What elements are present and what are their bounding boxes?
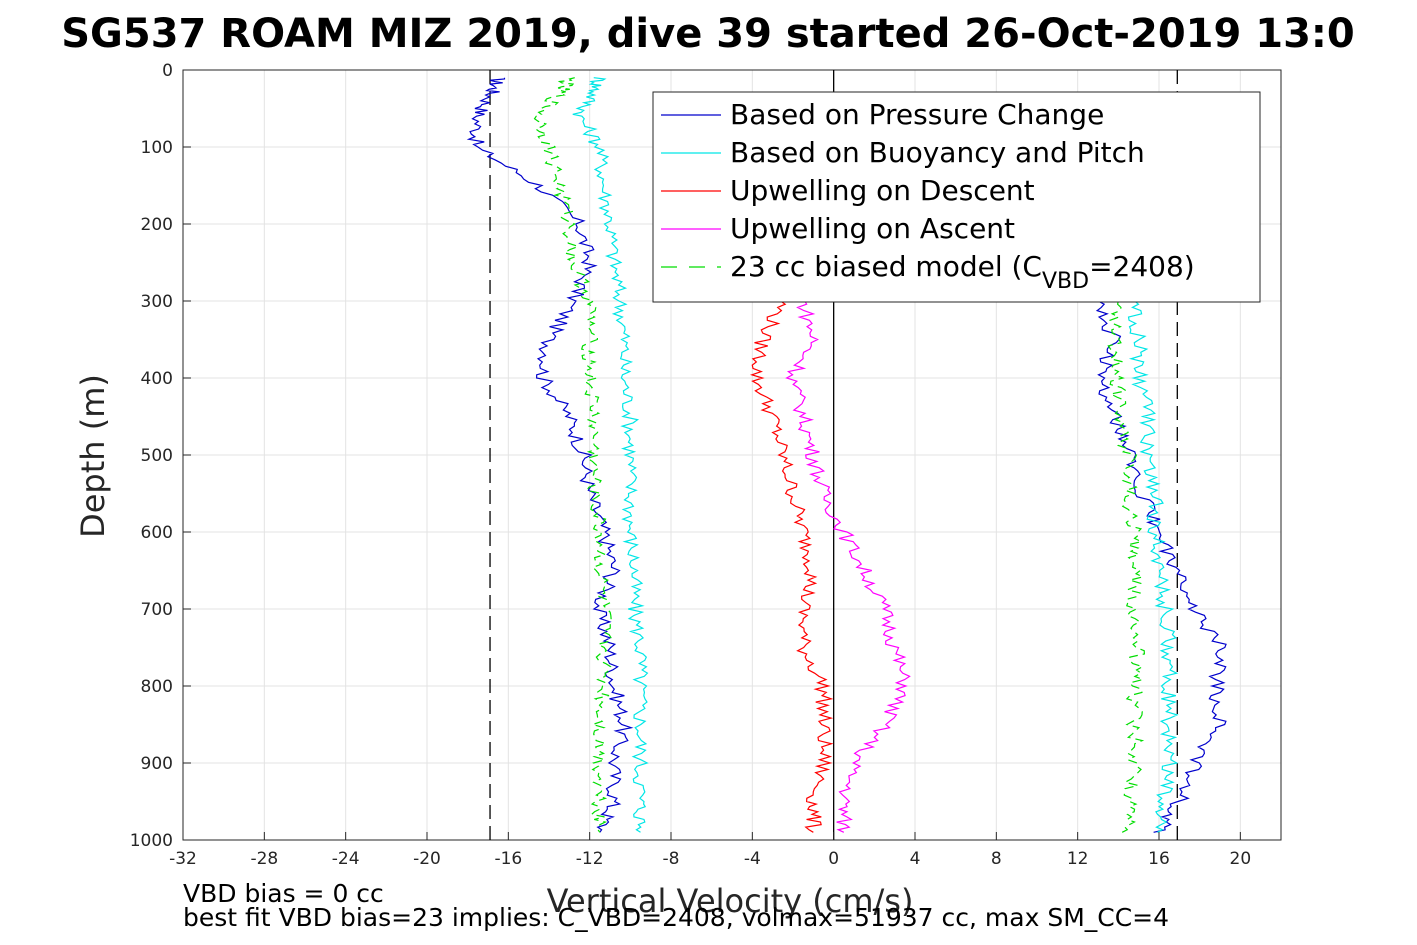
y-tick-label: 900	[141, 754, 173, 774]
y-axis-label: Depth (m)	[74, 374, 112, 538]
series-line	[466, 77, 634, 833]
x-tick-label: -20	[413, 849, 441, 869]
x-tick-label: 20	[1230, 849, 1252, 869]
x-tick-label: -32	[169, 849, 197, 869]
y-tick-labels: 0 100 200 300 400 500 600 700 800 900 1000	[130, 61, 191, 851]
x-tick-label: -28	[250, 849, 278, 869]
series-line	[785, 300, 911, 833]
series-line	[533, 77, 612, 833]
legend-entry: Based on Pressure Change	[730, 98, 1104, 131]
x-axis-label: Vertical Velocity (cm/s)	[547, 882, 914, 920]
x-tick-label: 8	[991, 849, 1002, 869]
series-line	[749, 300, 834, 833]
legend-entry: 23 cc biased model (CVBD=2408)	[730, 250, 1195, 294]
y-tick-label: 600	[141, 523, 173, 543]
y-tick-label: 400	[141, 369, 173, 389]
series-line	[1127, 300, 1179, 833]
x-tick-labels: -32 -28 -24 -20 -16 -12 -8 -4 0 4 8 12 16 20	[169, 832, 1251, 869]
y-tick-label: 0	[162, 61, 173, 81]
chart-title: SG537 ROAM MIZ 2019, dive 39 started 26-…	[61, 11, 1355, 57]
x-tick-label: -24	[332, 849, 360, 869]
legend-entry: Upwelling on Descent	[730, 174, 1035, 207]
y-tick-label: 300	[141, 292, 173, 312]
x-tick-label: 4	[910, 849, 921, 869]
x-tick-label: 12	[1067, 849, 1089, 869]
series-line	[572, 77, 649, 833]
y-tick-label: 1000	[130, 831, 173, 851]
y-tick-label: 100	[141, 138, 173, 158]
x-tick-label: 16	[1148, 849, 1170, 869]
x-tick-label: -16	[494, 849, 522, 869]
x-tick-label: -8	[663, 849, 680, 869]
legend: Based on Pressure Change Based on Buoyanc…	[652, 91, 1261, 303]
series-line	[1095, 300, 1227, 833]
series-group	[466, 77, 1227, 833]
legend-entry: Based on Buoyancy and Pitch	[730, 136, 1145, 169]
y-tick-label: 800	[141, 677, 173, 697]
y-tick-label: 200	[141, 215, 173, 235]
footer-best-fit: best fit VBD bias=23 implies: C_VBD=2408…	[183, 903, 1169, 932]
y-tick-label: 500	[141, 446, 173, 466]
x-tick-label: -4	[744, 849, 761, 869]
y-tick-label: 700	[141, 600, 173, 620]
x-tick-label: 0	[828, 849, 839, 869]
legend-box	[652, 91, 1261, 303]
footer-vbd-bias: VBD bias = 0 cc	[183, 879, 384, 908]
series-line	[1107, 300, 1146, 833]
legend-entry: Upwelling on Ascent	[730, 212, 1015, 245]
x-tick-label: -12	[576, 849, 604, 869]
